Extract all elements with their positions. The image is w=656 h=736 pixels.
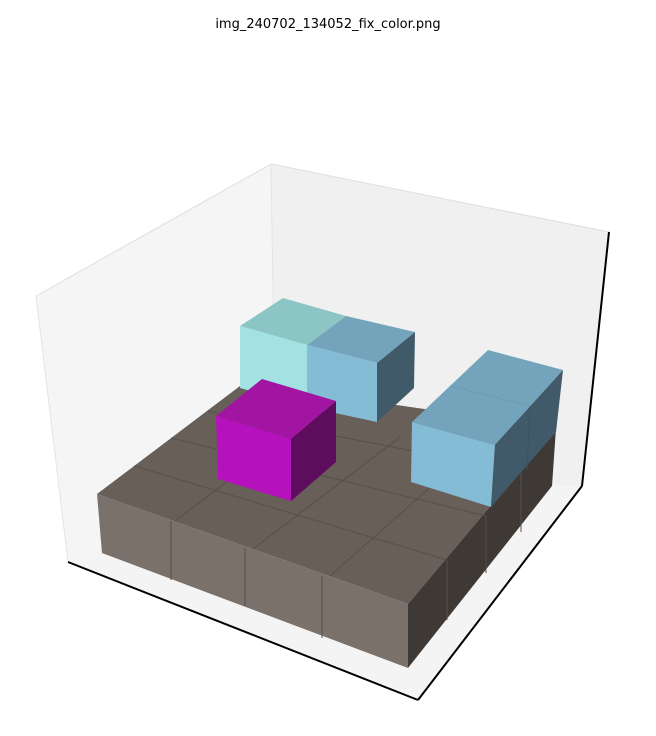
pane-edge — [35, 295, 69, 563]
light-blue-bar-right — [411, 350, 563, 507]
y-axis-line — [417, 485, 583, 701]
figure-title: img_240702_134052_fix_color.png — [215, 17, 441, 32]
x-axis-line — [67, 561, 419, 701]
pane-edge — [270, 163, 610, 233]
light-blue-cube-back — [307, 316, 415, 422]
magenta-cube — [216, 379, 336, 501]
z-axis-line — [581, 231, 610, 487]
pane-edge — [35, 163, 272, 297]
